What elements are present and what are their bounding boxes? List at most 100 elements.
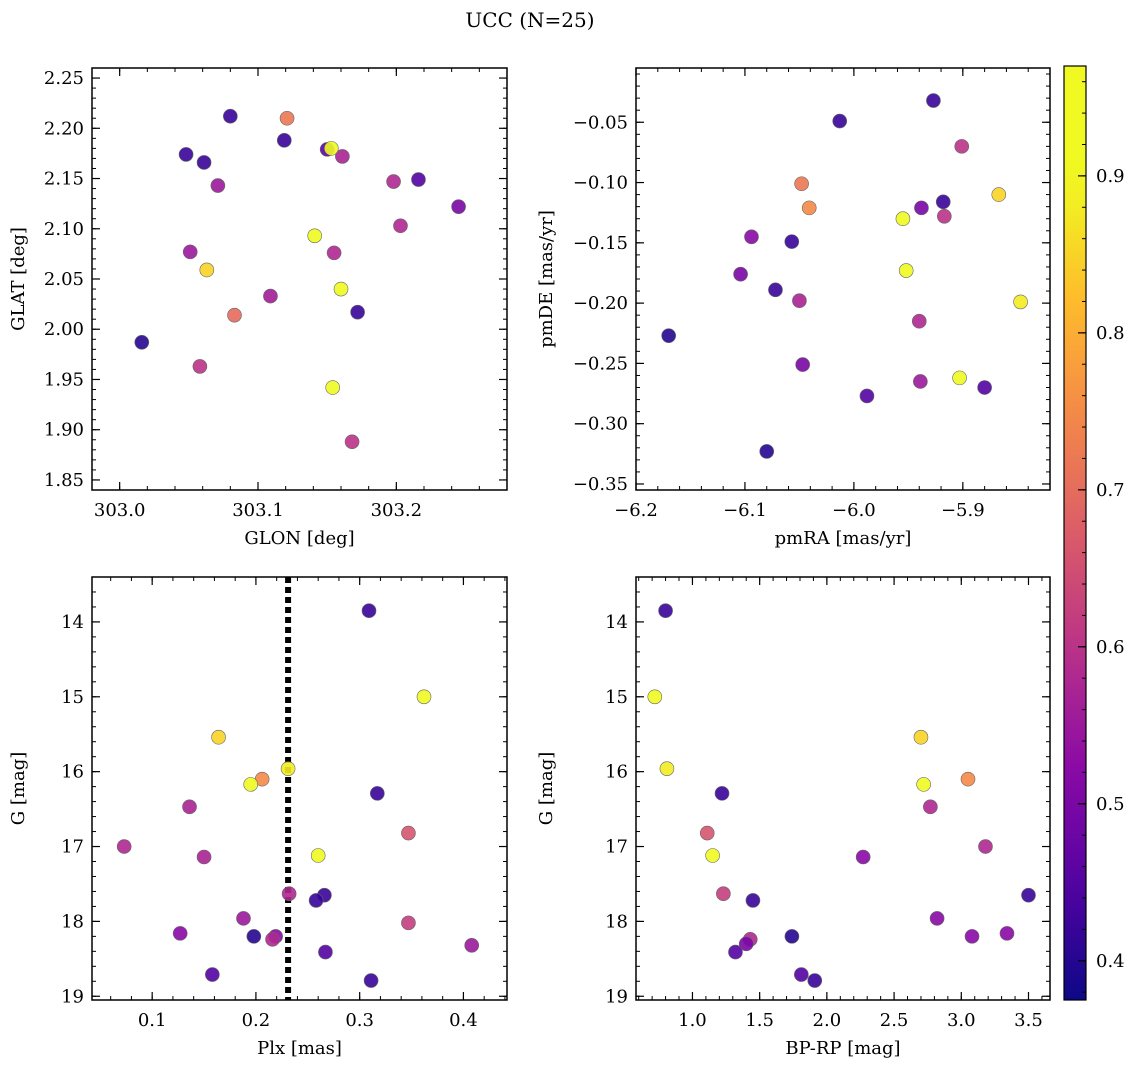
axes-frame [91,576,508,1001]
data-point [182,244,198,260]
data-point [210,178,226,193]
y-axis-label: G [mag] [8,752,29,825]
data-point [324,141,339,156]
data-point [411,172,426,187]
y-tick-label: 16 [605,762,628,783]
x-tick-label: −6.1 [723,500,767,521]
x-tick-label: 0.4 [449,1010,478,1031]
data-point [1013,294,1028,310]
data-point [733,266,748,282]
data-point [280,761,296,776]
data-point [276,133,292,148]
data-point [318,944,333,960]
data-point [784,234,800,249]
x-tick-label: 2.0 [813,1010,842,1031]
data-point [451,199,466,214]
x-tick-label: 303.0 [94,500,146,521]
data-point [236,911,251,926]
data-point [350,304,365,320]
colorbar-tick-label: 0.5 [1096,794,1125,815]
axes-frame [91,67,508,491]
data-point [333,281,349,297]
data-point [714,786,730,801]
y-tick-label: 2.20 [44,118,84,139]
data-point [464,938,480,953]
data-point [745,893,761,908]
y-tick-label: 19 [61,986,84,1007]
data-point [832,113,848,129]
data-point [223,108,238,124]
data-point [977,380,992,395]
data-point [308,893,324,908]
data-point [964,929,980,944]
y-tick-label: 18 [61,911,84,932]
y-tick-label: −0.25 [573,353,628,374]
x-tick-label: 3.0 [947,1010,976,1031]
data-point [859,388,875,404]
figure-title: UCC (N=25) [465,8,594,32]
x-axis-label: GLON [deg] [244,528,354,549]
x-tick-label: 303.1 [232,500,284,521]
data-point [914,200,929,216]
x-tick-label: 1.5 [745,1010,774,1031]
data-point [991,187,1007,202]
data-point [363,973,379,988]
data-point [401,915,416,931]
y-tick-label: −0.05 [573,112,628,133]
x-tick-label: 3.5 [1014,1010,1043,1031]
data-point [307,228,323,244]
data-point [196,155,212,170]
data-point [784,929,800,944]
y-tick-label: 17 [605,837,628,858]
data-point [661,328,676,343]
y-tick-label: 2.00 [44,319,84,340]
x-axis-label: pmRA [mas/yr] [775,528,912,549]
x-tick-label: 0.1 [138,1010,167,1031]
y-tick-label: 14 [61,612,84,633]
data-point [116,839,132,854]
data-point [716,886,731,901]
data-point [794,176,809,192]
data-point [310,848,326,863]
data-point [335,149,350,164]
y-tick-label: 2.15 [44,169,84,190]
data-point [658,603,673,618]
y-tick-label: 19 [605,986,628,1007]
data-point [759,444,775,459]
y-tick-label: 2.05 [44,269,84,290]
data-point [916,777,931,792]
y-tick-label: −0.10 [573,173,628,194]
x-tick-label: 2.5 [880,1010,909,1031]
data-point [929,911,945,926]
y-tick-label: −0.35 [573,474,628,495]
data-point [659,761,675,776]
x-tick-label: 0.3 [345,1010,374,1031]
data-point [401,825,416,841]
data-point [705,848,720,863]
data-point [911,313,927,329]
panel-3: 0.1 0.2 0.3 0.4 14 15 16 17 18 19 Plx [mas] G [mag] [8,576,508,1059]
data-point [243,777,259,792]
data-point [211,729,226,745]
data-point [801,200,817,216]
y-tick-label: 1.85 [44,470,84,491]
y-axis-label: pmDE [mas/yr] [536,210,557,348]
data-point [246,929,262,944]
data-point [954,139,970,154]
data-point [205,967,220,982]
axes-frame [635,67,1051,491]
colorbar-tick-label: 0.8 [1096,323,1125,344]
data-point [172,926,188,941]
y-tick-label: −0.30 [573,414,628,435]
data-point [807,973,823,988]
data-point [370,786,385,801]
data-point [192,359,208,374]
y-tick-label: 1.95 [44,369,84,390]
y-axis-label: G [mag] [536,752,557,825]
x-tick-label: −6.0 [832,500,876,521]
colorbar: 0.4 0.5 0.6 0.7 0.8 0.9 [1063,65,1125,1001]
data-point [768,282,783,298]
data-point [898,263,914,278]
x-tick-label: 303.2 [371,500,423,521]
